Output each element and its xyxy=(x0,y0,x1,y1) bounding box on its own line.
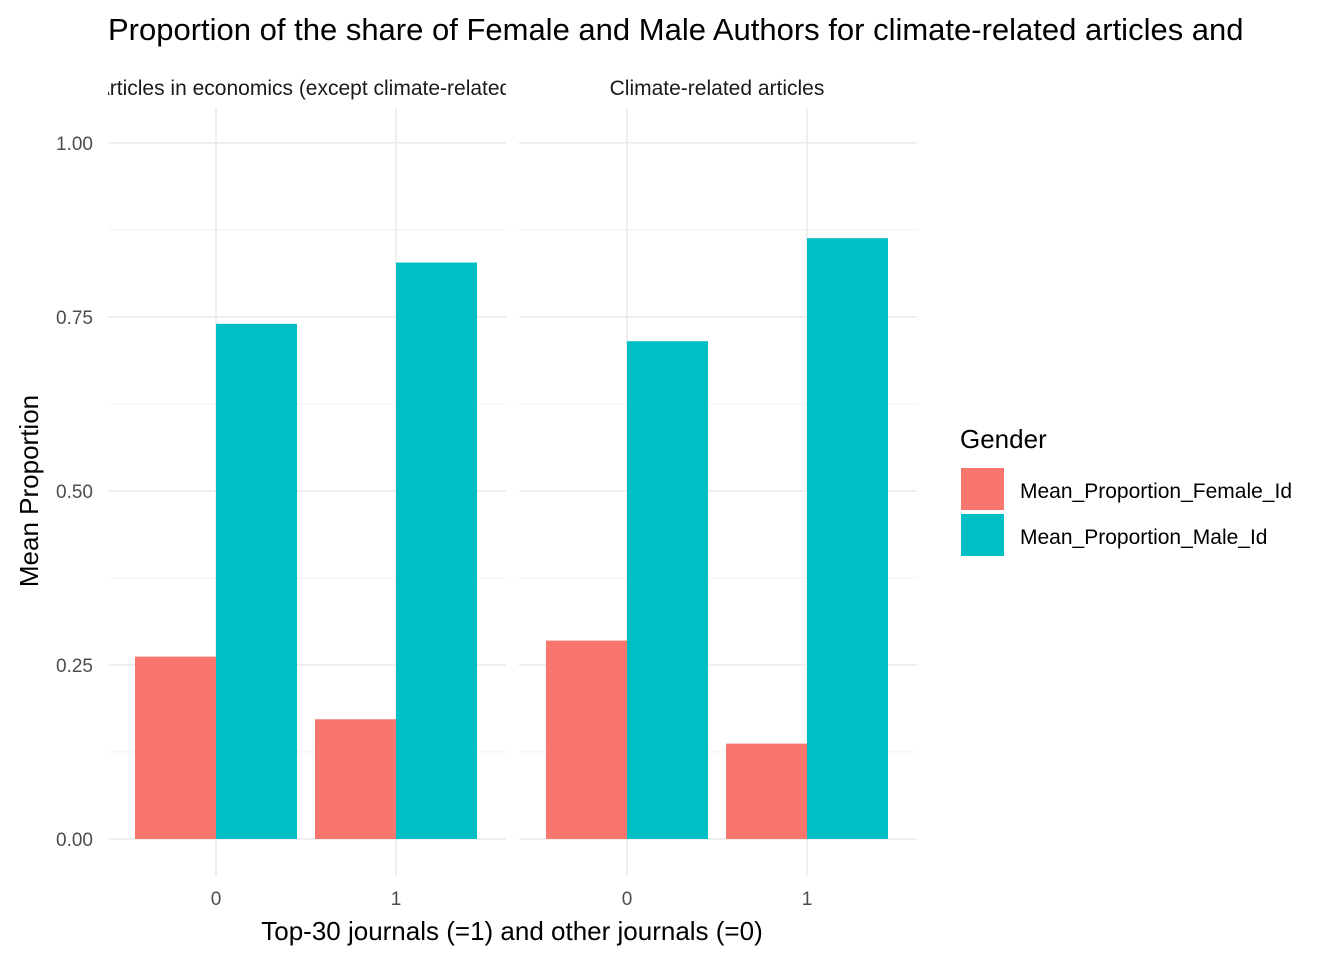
legend-swatch-male xyxy=(961,514,1004,556)
y-tick-label: 0.25 xyxy=(56,656,93,677)
bar-male-0 xyxy=(216,323,297,839)
chart-title: Proportion of the share of Female and Ma… xyxy=(108,12,1244,47)
y-tick-label: 0.50 xyxy=(56,482,93,503)
x-tick-label: 1 xyxy=(802,889,813,910)
bar-female-0 xyxy=(546,640,627,839)
legend-label-male: Mean_Proportion_Male_Id xyxy=(1020,526,1268,549)
x-tick-label: 0 xyxy=(211,889,222,910)
panel-bars xyxy=(135,262,477,839)
y-tick-label: 0.75 xyxy=(56,308,93,329)
panel-climate-articles: Climate-related articles xyxy=(519,77,917,876)
legend-label-female: Mean_Proportion_Female_Id xyxy=(1020,480,1292,503)
x-tick-label: 0 xyxy=(622,889,633,910)
bar-male-1 xyxy=(807,238,888,839)
x-axis-title: Top-30 journals (=1) and other journals … xyxy=(261,916,763,946)
y-axis: 0.00 0.25 0.50 0.75 1.00 xyxy=(56,134,93,851)
bar-female-0 xyxy=(135,656,216,839)
legend-swatch-female xyxy=(961,468,1004,510)
panel-bars xyxy=(546,238,888,839)
x-axis: 0 1 0 1 xyxy=(211,889,813,910)
panel-other-articles: Articles in economics (except climate-re… xyxy=(96,77,518,876)
bar-female-1 xyxy=(726,743,807,839)
legend-title: Gender xyxy=(960,424,1047,454)
y-axis-title: Mean Proportion xyxy=(14,395,44,587)
bar-male-1 xyxy=(396,262,477,839)
y-tick-label: 0.00 xyxy=(56,830,93,851)
x-tick-label: 1 xyxy=(391,889,402,910)
legend: Gender Mean_Proportion_Female_Id Mean_Pr… xyxy=(960,424,1292,556)
panel-strip-label: Articles in economics (except climate-re… xyxy=(96,77,518,100)
panel-strip-label: Climate-related articles xyxy=(610,77,825,100)
bar-female-1 xyxy=(315,719,396,839)
y-tick-label: 1.00 xyxy=(56,134,93,155)
bar-male-0 xyxy=(627,341,708,839)
